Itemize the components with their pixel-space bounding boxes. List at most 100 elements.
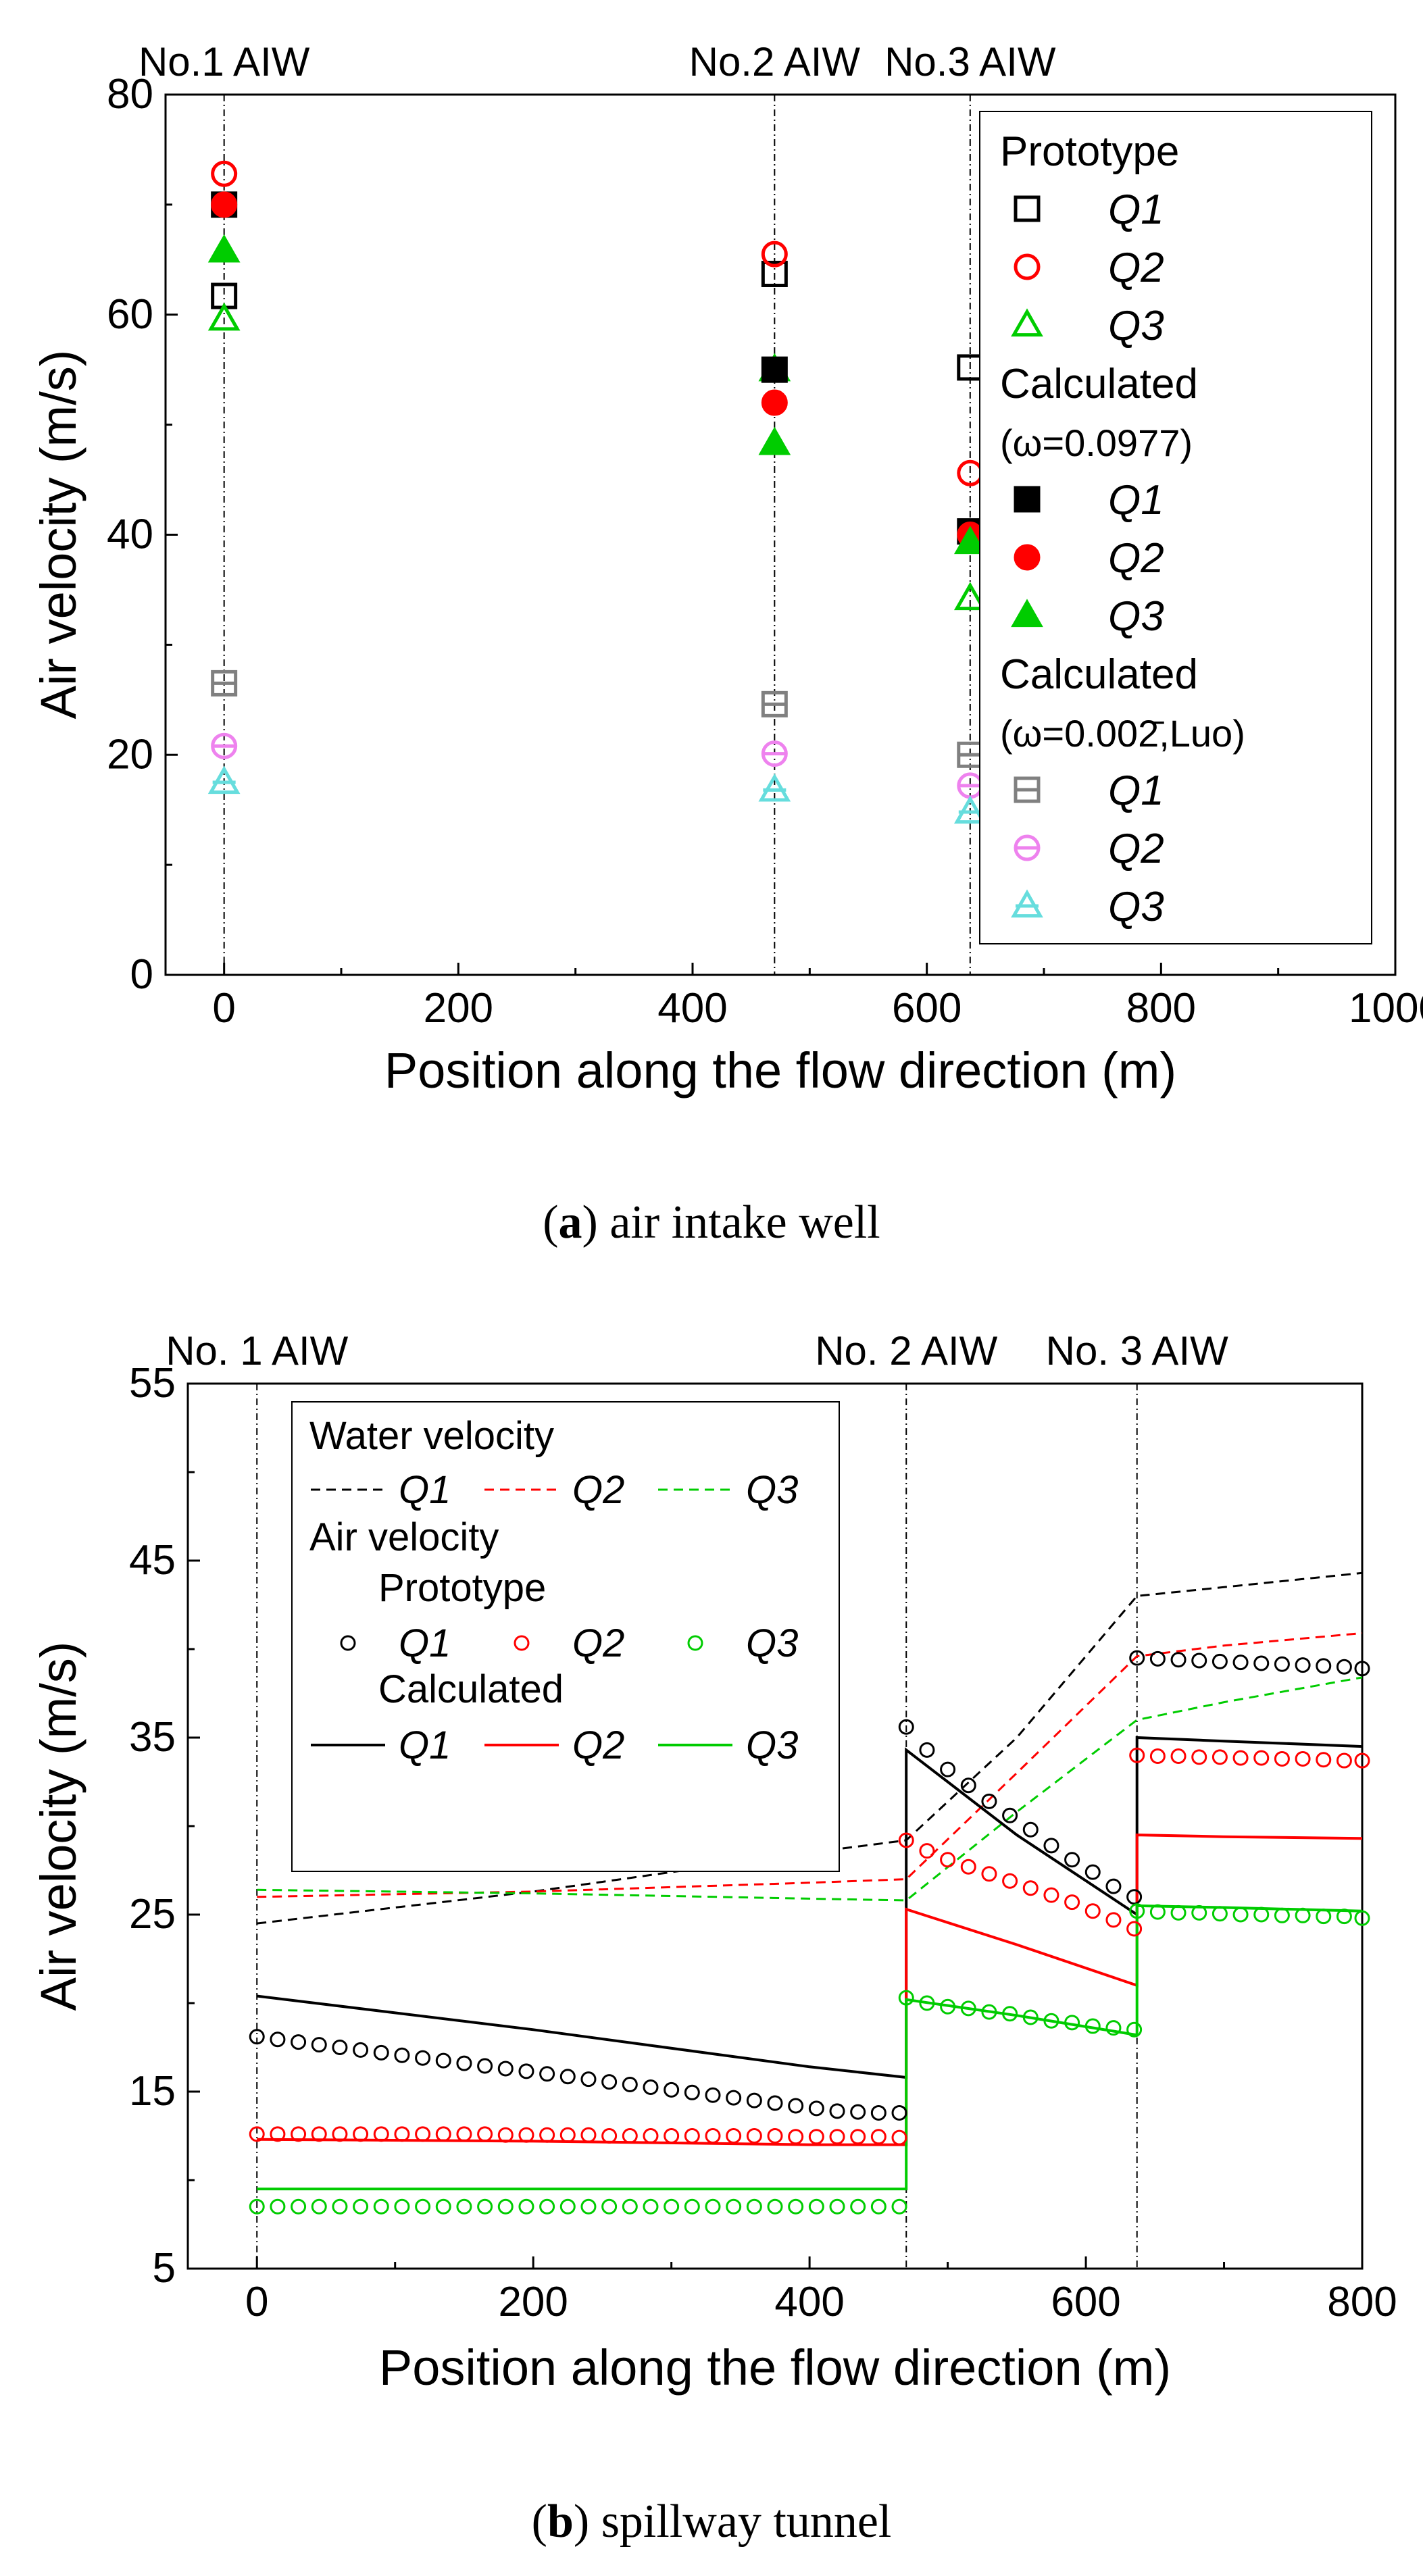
- panel-b-air-prototype-point-q3-24: [746, 2198, 762, 2215]
- panel-a-aiw-label-1: No.1 AIW: [139, 39, 310, 84]
- panel-a-point-g0-q1-1-shape: [761, 260, 788, 287]
- panel-b-air-prototype-point-q3-31: [891, 2198, 907, 2215]
- panel-b-air-prototype-point-q3-38: [1022, 2009, 1039, 2025]
- panel-b-air-prototype-point-q2-0: [249, 2126, 265, 2142]
- panel-b-air-prototype-point-q3-47: [1191, 1904, 1207, 1921]
- panel-b-air-prototype-point-q2-20: [664, 2128, 680, 2144]
- panel-b-legend-water-label-q1: Q1: [399, 1468, 451, 1512]
- panel-b-air-prototype-point-q3-17: [601, 2198, 618, 2215]
- panel-a-legend-marker-g1-q2-shape: [1014, 544, 1041, 571]
- panel-b-air-prototype-point-q3-13: [518, 2198, 534, 2215]
- panel-b-air-prototype-point-q1-52: [1295, 1657, 1311, 1673]
- panel-b-air-prototype-point-q2-46: [1170, 1748, 1187, 1765]
- panel-b-air-prototype-point-q2-11: [477, 2126, 493, 2142]
- panel-a-point-g1-q3-0: [207, 234, 241, 263]
- panel-a-caption-letter: a: [559, 1196, 582, 1248]
- panel-b-air-prototype-point-q2-18: [622, 2128, 638, 2144]
- panel-b-legend-prototype-sample-q2: [514, 1635, 530, 1651]
- panel-b-air-prototype-point-q1-50: [1253, 1655, 1270, 1671]
- panel-b-air-prototype-point-q3-10: [456, 2198, 472, 2215]
- panel-a-legend-label-g2-q2: Q2: [1108, 826, 1164, 872]
- panel-b-x-tick-label-2: 400: [774, 2279, 844, 2325]
- panel-a-y-axis-title: Air velocity (m/s): [30, 350, 86, 719]
- panel-b-legend-water-label-q2: Q2: [572, 1468, 624, 1512]
- panel-b-air-prototype-point-q2-7: [394, 2126, 410, 2142]
- panel-a-y-tick-label-1: 20: [107, 731, 153, 778]
- panel-b-air-prototype-point-q3-4: [332, 2198, 348, 2215]
- panel-a-x-tick-label-0: 0: [212, 985, 235, 1032]
- panel-b-air-prototype-point-q2-39: [1043, 1887, 1059, 1903]
- panel-a-legend-marker-g2-q2: [1014, 834, 1041, 861]
- panel-a-point-g2-q3-1: [758, 773, 791, 802]
- panel-a-point-g0-q3-0: [207, 302, 241, 331]
- panel-b-y-tick-label-3: 35: [129, 1714, 176, 1761]
- panel-a-legend-label-g0-q3: Q3: [1108, 303, 1164, 349]
- panel-b-air-prototype-point-q3-26: [788, 2198, 804, 2215]
- panel-a-caption-text: air intake well: [609, 1196, 880, 1248]
- panel-b-air-prototype-point-q1-41: [1084, 1864, 1101, 1880]
- panel-a-point-g0-q1-1: [761, 260, 788, 287]
- panel-b-air-prototype-point-q1-31: [891, 2104, 907, 2121]
- panel-a-point-g2-q2-1: [761, 740, 788, 767]
- panel-b-legend-prototype-label-q3: Q3: [746, 1621, 798, 1665]
- panel-b-air-prototype-point-q1-28: [829, 2103, 845, 2119]
- panel-b-air-prototype-point-q2-51: [1274, 1750, 1290, 1767]
- panel-b-air-prototype-point-q2-6: [373, 2126, 389, 2142]
- panel-b-water-velocity-line-q3: [257, 1676, 1363, 1902]
- panel-b-air-prototype-point-q1-23: [726, 2090, 742, 2106]
- panel-b-air-prototype-point-q1-34: [940, 1761, 956, 1777]
- panel-a-point-g1-q1-1: [761, 356, 788, 383]
- panel-b-air-prototype-point-q3-23: [726, 2198, 742, 2215]
- panel-b-air-prototype-point-q2-4: [332, 2126, 348, 2142]
- panel-b-air-prototype-point-q3-36: [981, 2004, 997, 2020]
- panel-a-point-g0-q2-1: [761, 241, 788, 268]
- panel-b-air-prototype-point-q3-37: [1002, 2006, 1018, 2022]
- panel-b-y-tick-label-0: 5: [153, 2245, 176, 2292]
- panel-a-point-g0-q3-2: [953, 582, 987, 611]
- panel-a-legend-marker-g0-q1: [1014, 195, 1041, 222]
- panel-b-air-prototype-point-q2-42: [1105, 1912, 1122, 1928]
- panel-b-air-prototype-point-q3-55: [1354, 1910, 1370, 1926]
- panel-b-air-prototype-point-q1-30: [870, 2104, 887, 2121]
- panel-b-air-prototype-point-q1-38: [1022, 1821, 1039, 1838]
- panel-b-legend-prototype-label-q1: Q1: [399, 1621, 451, 1665]
- panel-b-y-tick-label-5: 55: [129, 1360, 176, 1407]
- panel-a-x-tick-label-3: 600: [892, 985, 962, 1032]
- panel-a-legend-marker-g1-q3: [1011, 599, 1043, 628]
- panel-b-air-prototype-point-q2-44: [1129, 1747, 1145, 1763]
- panel-b-air-prototype-point-q3-5: [353, 2198, 369, 2215]
- panel-b-air-prototype-point-q3-6: [373, 2198, 389, 2215]
- panel-b-air-prototype-point-q3-51: [1274, 1907, 1290, 1923]
- panel-b-air-prototype-point-q1-44: [1129, 1650, 1145, 1666]
- panel-b-air-calculated-line-q2: [257, 1834, 1363, 2146]
- panel-b-legend-prototype-title: Prototype: [378, 1566, 546, 1610]
- panel-b-y-axis-title: Air velocity (m/s): [30, 1642, 86, 2011]
- panel-b-air-prototype-point-q3-0: [249, 2198, 265, 2215]
- panel-b-air-prototype-point-q3-11: [477, 2198, 493, 2215]
- panel-b-air-prototype-point-q2-27: [808, 2129, 824, 2145]
- panel-b-air-prototype-point-q1-4: [332, 2040, 348, 2055]
- panel-b-air-prototype-point-q3-28: [829, 2198, 845, 2215]
- panel-b-air-prototype-point-q2-22: [705, 2128, 721, 2144]
- panel-b-air-prototype-point-q2-50: [1253, 1750, 1270, 1766]
- panel-b-air-prototype-point-q3-18: [622, 2198, 638, 2215]
- panel-b-air-prototype-point-q1-3: [311, 2037, 327, 2053]
- panel-b-air-prototype-point-q2-53: [1316, 1752, 1332, 1768]
- panel-a-point-g2-q3-0: [207, 765, 241, 794]
- panel-b-air-prototype-point-q2-28: [829, 2129, 845, 2145]
- panel-b-air-prototype-point-q3-34: [940, 1998, 956, 2015]
- panel-b-air-prototype-point-q1-5: [353, 2042, 369, 2058]
- panel-b-air-prototype-point-q2-26: [788, 2129, 804, 2145]
- panel-b-air-prototype-point-q3-52: [1295, 1907, 1311, 1923]
- panel-b-air-prototype-point-q2-1: [270, 2126, 286, 2142]
- panel-b-air-prototype-point-q1-17: [601, 2074, 618, 2090]
- panel-b-air-prototype-point-q2-14: [539, 2127, 555, 2143]
- panel-a-x-tick-label-2: 400: [657, 985, 727, 1032]
- panel-a-point-g0-q2-1-shape: [761, 241, 788, 268]
- panel-b-air-prototype-point-q1-45: [1149, 1650, 1166, 1667]
- panel-b-air-prototype-point-q2-43: [1126, 1921, 1143, 1937]
- panel-b-x-tick-label-3: 600: [1051, 2279, 1120, 2325]
- panel-b-air-prototype-point-q2-25: [767, 2128, 783, 2144]
- panel-a-legend-marker-g1-q1-shape: [1014, 486, 1041, 513]
